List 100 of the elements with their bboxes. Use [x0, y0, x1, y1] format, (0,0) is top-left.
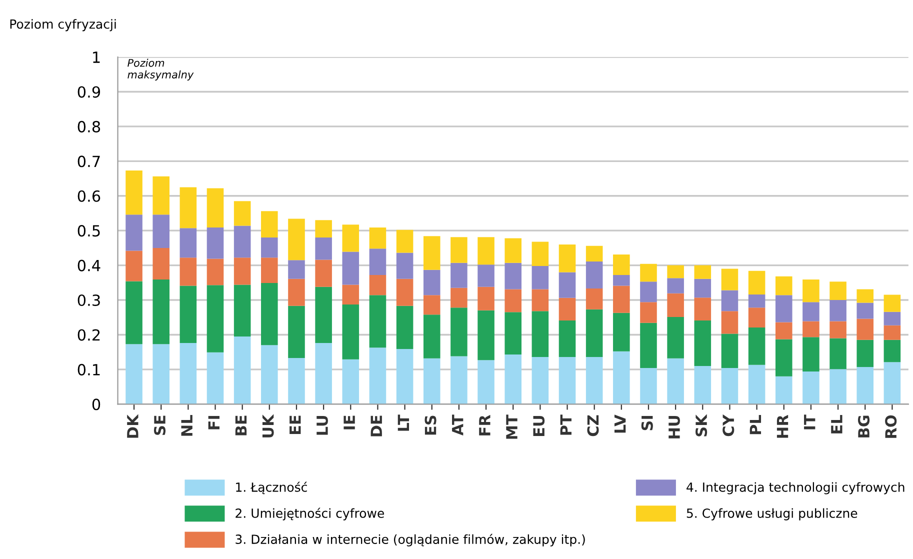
- bar: [315, 260, 332, 287]
- bar: [775, 376, 792, 404]
- bar: [775, 322, 792, 340]
- bar: [288, 358, 305, 404]
- x-tick-label: UK: [262, 414, 274, 438]
- bar: [667, 278, 684, 294]
- x-tick-label: PL: [750, 414, 762, 434]
- y-tick-label: 0.6: [78, 190, 100, 202]
- bar: [450, 356, 468, 404]
- y-tick-label: 0.8: [78, 120, 100, 132]
- bar: [558, 298, 576, 320]
- x-tick-label: CZ: [587, 415, 599, 436]
- bar: [180, 228, 197, 258]
- x-tick-label: DE: [370, 416, 382, 436]
- y-axis-title: Poziom cyfryzacji: [10, 19, 116, 32]
- bar: [234, 226, 251, 258]
- bar: [504, 354, 522, 404]
- x-tick-label: BE: [235, 416, 247, 436]
- bar: [748, 308, 766, 328]
- bar: [126, 250, 142, 282]
- bar: [802, 280, 820, 302]
- bar: [667, 293, 684, 318]
- bar: [830, 338, 846, 370]
- x-tick-label: LV: [614, 414, 626, 433]
- bar: [126, 281, 142, 344]
- bar: [856, 340, 874, 368]
- legend-label: 4. Integracja technologii cyfrowych: [686, 482, 904, 494]
- y-tick-label: 0.3: [78, 294, 100, 306]
- x-tick-label: EL: [831, 414, 842, 434]
- bar: [613, 286, 630, 313]
- bar: [586, 356, 603, 404]
- bar: [261, 283, 278, 346]
- bar: [721, 311, 738, 334]
- legend-label: 3. Działania w internecie (oglądanie filmów, zakupy itp.): [236, 534, 585, 546]
- bar: [206, 227, 224, 259]
- bar: [315, 286, 332, 344]
- bar: [234, 201, 251, 226]
- x-tick-label: MT: [506, 414, 518, 439]
- bar: [748, 327, 766, 365]
- bar: [423, 314, 440, 358]
- bar: [152, 344, 170, 404]
- bar: [152, 176, 170, 215]
- bar: [369, 248, 386, 276]
- bar: [450, 288, 468, 308]
- bar: [613, 254, 630, 276]
- x-tick-label: FI: [208, 416, 220, 430]
- x-tick-label: EU: [533, 416, 545, 436]
- bar: [721, 368, 738, 404]
- bar: [694, 278, 712, 298]
- x-tick-label: ES: [424, 416, 436, 435]
- bar: [856, 302, 874, 319]
- bar: [586, 309, 603, 357]
- bar: [396, 230, 414, 253]
- bar: [478, 310, 494, 360]
- bar: [342, 284, 360, 305]
- x-tick-label: CY: [722, 414, 734, 436]
- bar: [721, 334, 738, 368]
- bar: [288, 260, 305, 279]
- bar: [532, 311, 549, 357]
- bar: [884, 340, 901, 362]
- bar: [342, 224, 360, 252]
- x-tick-label: IE: [344, 416, 355, 430]
- bar: [450, 308, 468, 356]
- y-tick-label: 0.7: [78, 156, 100, 168]
- bar: [558, 244, 576, 272]
- bar: [180, 343, 197, 404]
- bar: [856, 289, 874, 303]
- y-tick-label: 0.9: [78, 86, 100, 98]
- bar: [802, 337, 820, 372]
- bar: [369, 275, 386, 296]
- bar: [206, 352, 224, 404]
- bar: [315, 220, 332, 238]
- bar: [748, 364, 766, 404]
- bar: [396, 278, 414, 306]
- bar: [532, 242, 549, 266]
- bar: [721, 268, 738, 290]
- bar: [802, 302, 820, 322]
- bar: [667, 358, 684, 404]
- bar: [748, 294, 766, 308]
- y-tick-label: 0.2: [78, 329, 100, 341]
- bar: [504, 312, 522, 355]
- bar: [694, 320, 712, 366]
- y-tick-label: 0.1: [78, 364, 100, 376]
- bar: [613, 275, 630, 286]
- bar: [234, 258, 251, 285]
- x-tick-label: NL: [181, 414, 192, 436]
- bar: [396, 306, 414, 349]
- bar: [504, 289, 522, 312]
- bar: [830, 282, 846, 300]
- bar: [342, 304, 360, 360]
- bar: [586, 246, 603, 262]
- bar: [748, 270, 766, 294]
- bar: [532, 266, 549, 290]
- bar: [586, 288, 603, 310]
- legend-label: 2. Umiejętności cyfrowe: [236, 508, 384, 520]
- bar: [504, 238, 522, 263]
- bar: [152, 214, 170, 248]
- bar: [126, 170, 142, 215]
- x-tick-label: AT: [452, 414, 464, 436]
- x-tick-label: LU: [316, 416, 328, 435]
